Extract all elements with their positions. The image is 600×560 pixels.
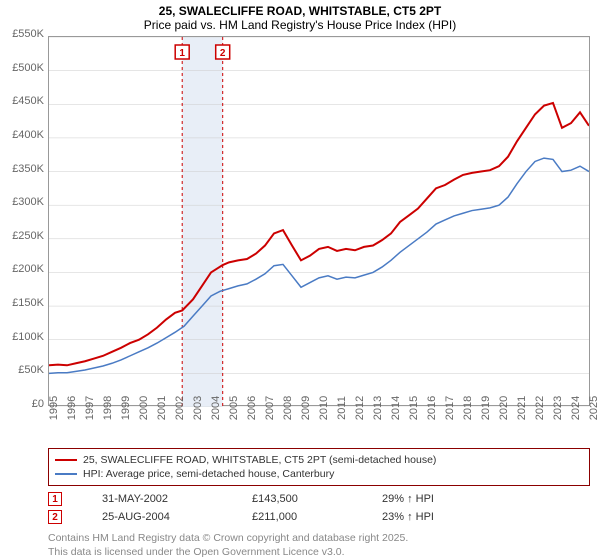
x-tick-label: 1996 (66, 396, 78, 420)
x-tick-label: 2002 (174, 396, 186, 420)
legend-item: HPI: Average price, semi-detached house,… (55, 467, 583, 481)
x-tick-label: 2021 (516, 396, 528, 420)
x-tick-label: 2011 (336, 396, 348, 420)
x-tick-label: 2005 (228, 396, 240, 420)
svg-text:1: 1 (179, 48, 185, 59)
event-date: 31-MAY-2002 (102, 493, 212, 505)
title-block: 25, SWALECLIFFE ROAD, WHITSTABLE, CT5 2P… (0, 0, 600, 34)
x-tick-label: 2007 (264, 396, 276, 420)
attribution-line: This data is licensed under the Open Gov… (48, 546, 590, 560)
attribution: Contains HM Land Registry data © Crown c… (48, 532, 590, 559)
x-tick-label: 2009 (300, 396, 312, 420)
event-delta: 29% ↑ HPI (382, 493, 434, 505)
legend-swatch (55, 459, 77, 461)
y-axis: £0£50K£100K£150K£200K£250K£300K£350K£400… (0, 34, 46, 404)
x-tick-label: 1995 (48, 396, 60, 420)
event-marker: 2 (48, 510, 62, 524)
y-tick-label: £350K (12, 163, 44, 175)
x-tick-label: 2004 (210, 396, 222, 420)
plot-svg: 12 (49, 37, 589, 407)
legend-label: HPI: Average price, semi-detached house,… (83, 468, 334, 480)
event-price: £211,000 (252, 511, 342, 523)
x-tick-label: 2006 (246, 396, 258, 420)
x-tick-label: 2025 (588, 396, 600, 420)
y-tick-label: £400K (12, 129, 44, 141)
chart-title: 25, SWALECLIFFE ROAD, WHITSTABLE, CT5 2P… (0, 4, 600, 18)
event-date: 25-AUG-2004 (102, 511, 212, 523)
y-tick-label: £300K (12, 196, 44, 208)
x-tick-label: 1999 (120, 396, 132, 420)
y-tick-label: £150K (12, 297, 44, 309)
x-tick-label: 1998 (102, 396, 114, 420)
event-marker: 1 (48, 492, 62, 506)
legend: 25, SWALECLIFFE ROAD, WHITSTABLE, CT5 2P… (48, 448, 590, 486)
y-tick-label: £0 (32, 398, 44, 410)
y-tick-label: £500K (12, 62, 44, 74)
event-delta: 23% ↑ HPI (382, 511, 434, 523)
y-tick-label: £450K (12, 95, 44, 107)
x-tick-label: 2001 (156, 396, 168, 420)
x-tick-label: 2023 (552, 396, 564, 420)
x-tick-label: 2024 (570, 396, 582, 420)
y-tick-label: £50K (18, 364, 44, 376)
x-tick-label: 2017 (444, 396, 456, 420)
x-tick-label: 2003 (192, 396, 204, 420)
x-tick-label: 2016 (426, 396, 438, 420)
x-tick-label: 2010 (318, 396, 330, 420)
x-tick-label: 2022 (534, 396, 546, 420)
y-tick-label: £250K (12, 230, 44, 242)
event-table: 1 31-MAY-2002 £143,500 29% ↑ HPI 2 25-AUG-200… (48, 490, 590, 526)
event-price: £143,500 (252, 493, 342, 505)
svg-text:2: 2 (220, 48, 226, 59)
attribution-line: Contains HM Land Registry data © Crown c… (48, 532, 590, 546)
y-tick-label: £200K (12, 263, 44, 275)
x-tick-label: 2018 (462, 396, 474, 420)
x-axis: 1995199619971998199920002001200220032004… (48, 406, 590, 446)
x-tick-label: 2000 (138, 396, 150, 420)
x-tick-label: 2020 (498, 396, 510, 420)
x-tick-label: 2008 (282, 396, 294, 420)
x-tick-label: 2015 (408, 396, 420, 420)
x-tick-label: 2013 (372, 396, 384, 420)
legend-swatch (55, 473, 77, 475)
chart-subtitle: Price paid vs. HM Land Registry's House … (0, 18, 600, 32)
event-row: 1 31-MAY-2002 £143,500 29% ↑ HPI (48, 490, 590, 508)
y-tick-label: £550K (12, 28, 44, 40)
x-tick-label: 1997 (84, 396, 96, 420)
x-tick-label: 2012 (354, 396, 366, 420)
chart-area: 12 (48, 36, 590, 406)
event-row: 2 25-AUG-2004 £211,000 23% ↑ HPI (48, 508, 590, 526)
legend-label: 25, SWALECLIFFE ROAD, WHITSTABLE, CT5 2P… (83, 454, 436, 466)
legend-item: 25, SWALECLIFFE ROAD, WHITSTABLE, CT5 2P… (55, 453, 583, 467)
x-tick-label: 2014 (390, 396, 402, 420)
y-tick-label: £100K (12, 331, 44, 343)
x-tick-label: 2019 (480, 396, 492, 420)
